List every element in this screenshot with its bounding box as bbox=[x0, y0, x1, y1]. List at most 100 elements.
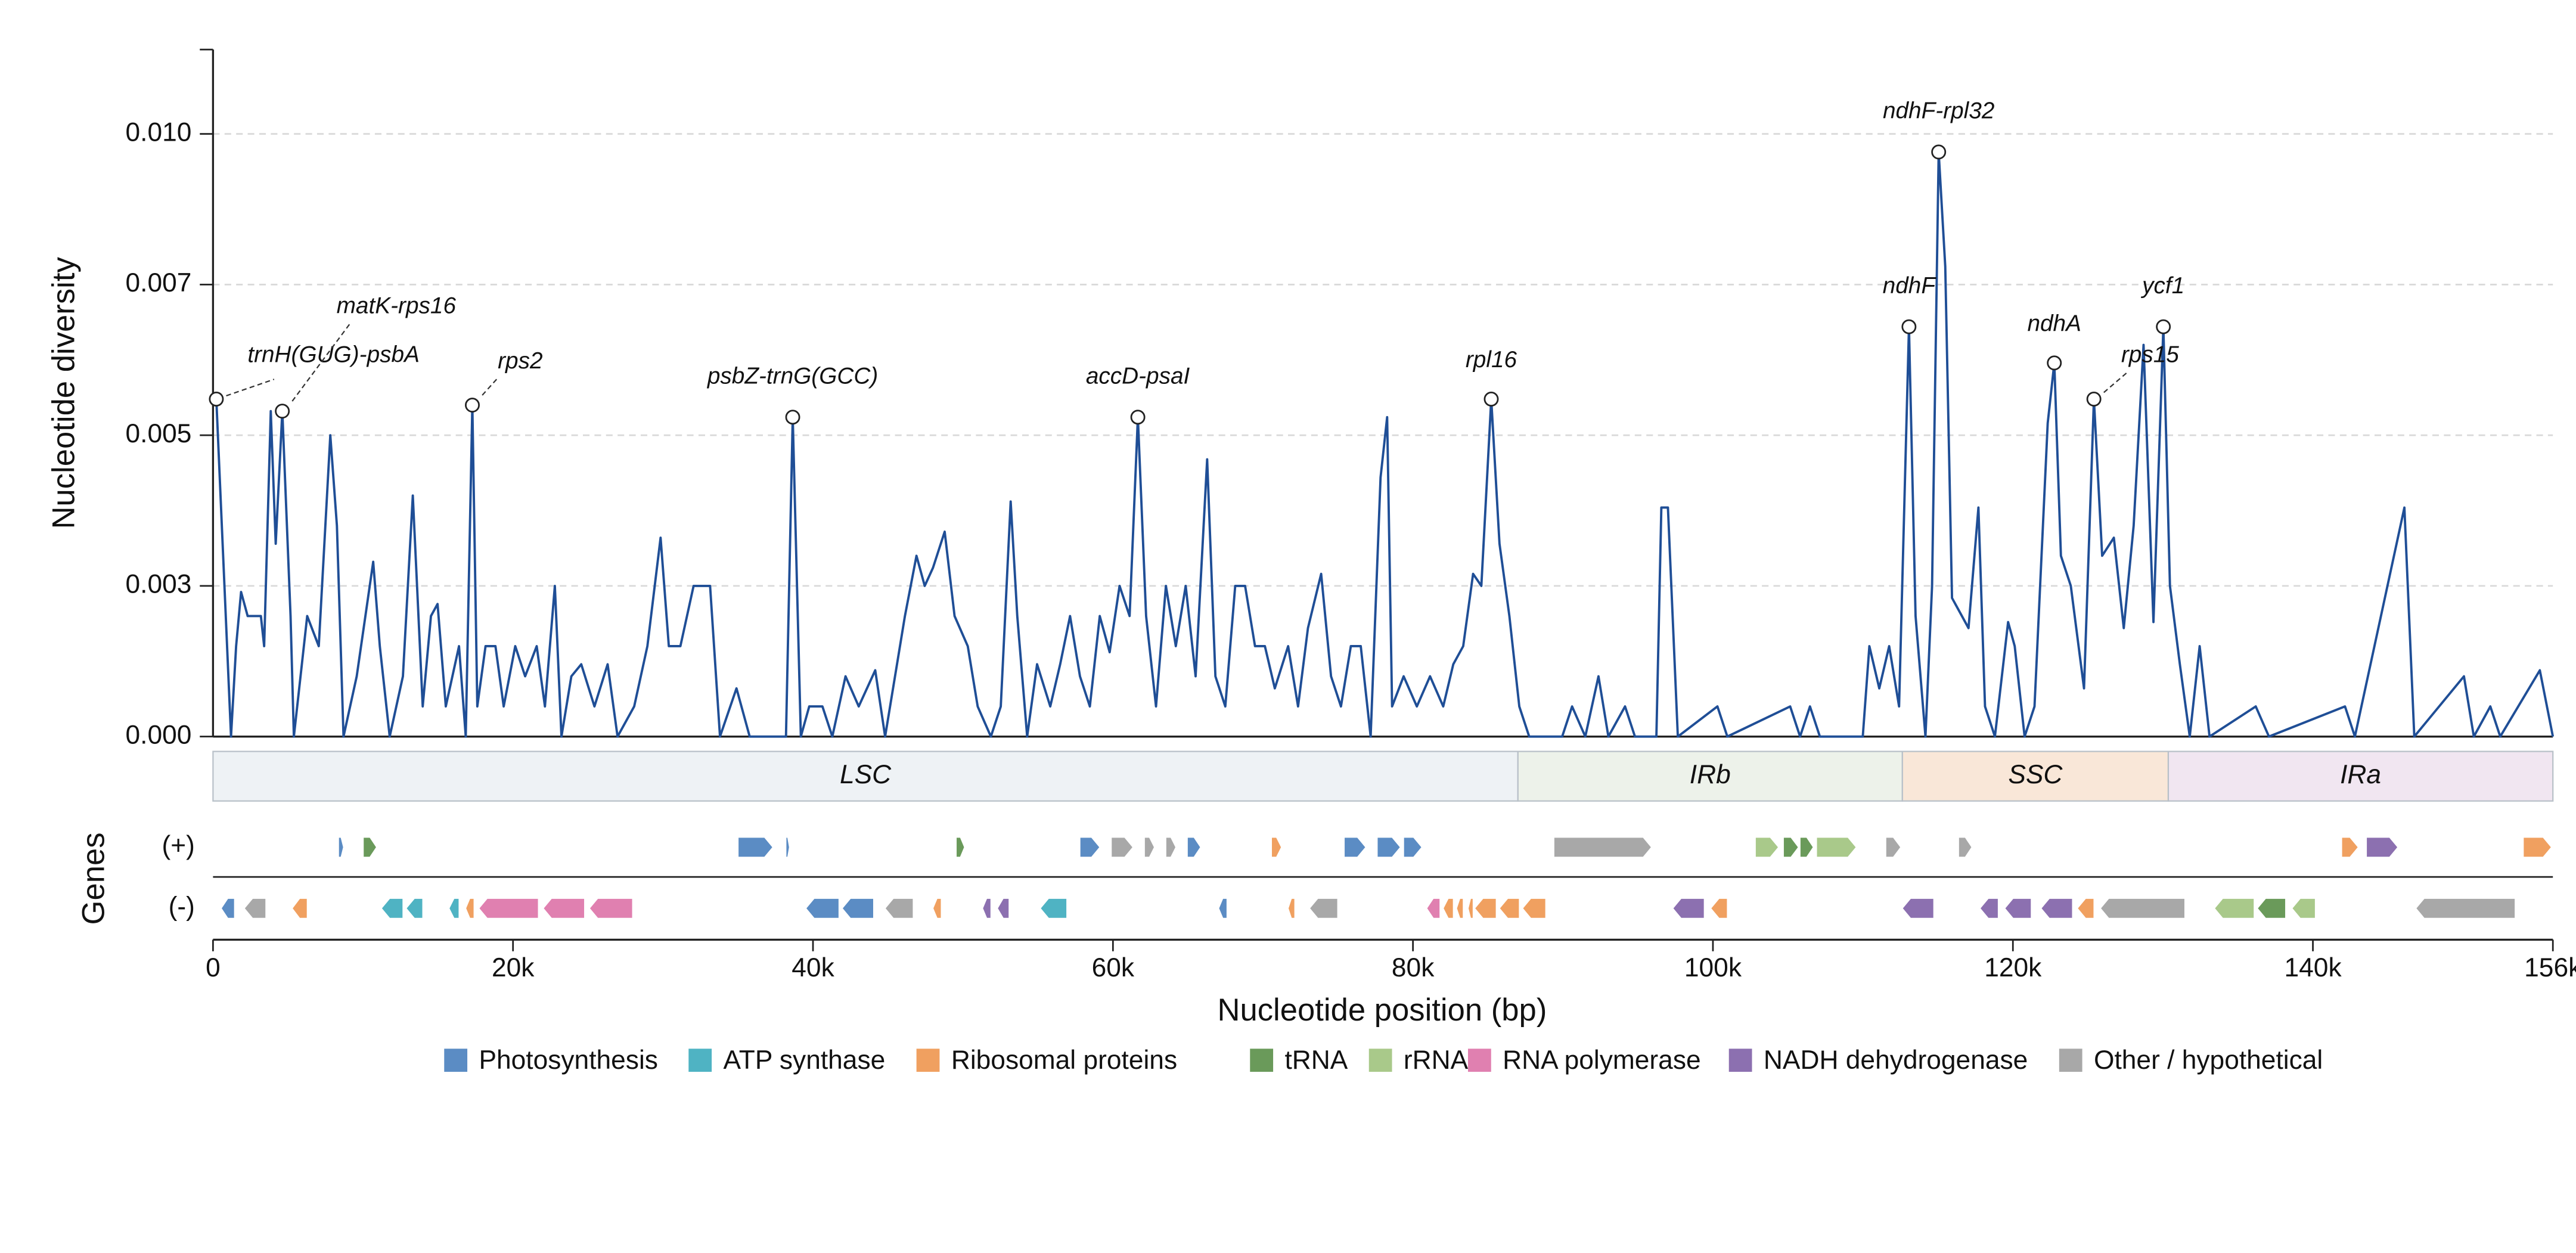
x-tick-label: 20k bbox=[492, 953, 535, 982]
annotation-marker bbox=[209, 392, 224, 407]
gene bbox=[589, 898, 633, 919]
x-tick-label: 80k bbox=[1392, 953, 1435, 982]
gene bbox=[362, 836, 377, 858]
gene bbox=[1901, 898, 1935, 919]
gene bbox=[1474, 898, 1497, 919]
annotation-marker bbox=[2047, 355, 2062, 371]
gene bbox=[955, 836, 965, 858]
annotation-marker bbox=[1931, 144, 1947, 160]
legend-label: rRNA bbox=[1404, 1046, 1469, 1075]
gene bbox=[478, 898, 539, 919]
gene bbox=[1958, 836, 1973, 858]
gene bbox=[1799, 836, 1814, 858]
y-tick-label: 0.005 bbox=[125, 419, 191, 448]
gene bbox=[2040, 898, 2073, 919]
annotation-marker bbox=[2086, 392, 2102, 407]
gene bbox=[1783, 836, 1799, 858]
gene bbox=[1039, 898, 1067, 919]
gene bbox=[884, 898, 914, 919]
gene bbox=[381, 898, 404, 919]
annotation-marker bbox=[275, 404, 290, 419]
gene bbox=[1672, 898, 1705, 919]
annotation-marker bbox=[1130, 410, 1146, 425]
gene bbox=[1144, 836, 1155, 858]
annotation-leader bbox=[482, 378, 498, 396]
gene bbox=[1377, 836, 1401, 858]
diversity-line bbox=[215, 151, 2555, 738]
legend-swatch bbox=[2059, 1049, 2082, 1072]
gene bbox=[1187, 836, 1202, 858]
gene bbox=[1522, 898, 1547, 919]
y-axis-label: Nucleotide diversity bbox=[46, 257, 82, 529]
minus-strand-label: (-) bbox=[169, 892, 195, 921]
gene bbox=[805, 898, 840, 919]
gene bbox=[982, 898, 992, 919]
region-band bbox=[2167, 750, 2554, 802]
gene bbox=[1309, 898, 1339, 919]
gene bbox=[1110, 836, 1134, 858]
plus-strand-label: (+) bbox=[162, 831, 195, 860]
gene bbox=[2291, 898, 2316, 919]
legend-label: tRNA bbox=[1284, 1046, 1348, 1075]
gene bbox=[244, 898, 266, 919]
gene bbox=[1403, 836, 1423, 858]
annotation-label: accD-psaI bbox=[1086, 364, 1190, 389]
annotation-leader bbox=[2103, 372, 2128, 393]
legend-swatch bbox=[1467, 1049, 1491, 1072]
x-tick-label: 120k bbox=[1984, 953, 2042, 982]
region-label: LSC bbox=[840, 760, 892, 789]
gene bbox=[1553, 836, 1652, 858]
y-tick-label: 0.007 bbox=[125, 268, 191, 297]
region-band bbox=[1517, 750, 1903, 802]
y-tick-label: 0.000 bbox=[125, 720, 191, 749]
annotation-label: rps15 bbox=[2121, 342, 2179, 368]
annotation-label: ndhF bbox=[1883, 273, 1937, 299]
gene bbox=[1442, 898, 1454, 919]
annotation-leader bbox=[226, 379, 275, 397]
track-label: Genes bbox=[76, 832, 111, 925]
gene bbox=[2366, 836, 2398, 858]
x-tick-label: 140k bbox=[2285, 953, 2342, 982]
gene bbox=[405, 898, 423, 919]
annotation-label: ndhA bbox=[2027, 311, 2081, 336]
gene bbox=[1218, 898, 1228, 919]
gene bbox=[1885, 836, 1901, 858]
gene bbox=[338, 836, 344, 858]
gene bbox=[786, 836, 790, 858]
gene bbox=[448, 898, 460, 919]
gene bbox=[1710, 898, 1728, 919]
x-tick-label: 0 bbox=[206, 953, 221, 982]
legend-swatch bbox=[1728, 1049, 1752, 1072]
gene bbox=[1979, 898, 1999, 919]
gene bbox=[1467, 898, 1474, 919]
gene bbox=[1165, 836, 1177, 858]
legend-label: Other / hypothetical bbox=[2094, 1046, 2323, 1075]
gene bbox=[2341, 836, 2359, 858]
annotation-marker bbox=[785, 410, 800, 425]
x-tick-label: 100k bbox=[1684, 953, 1742, 982]
x-axis-label: Nucleotide position (bp) bbox=[1217, 993, 1547, 1028]
annotation-label: rpl16 bbox=[1466, 347, 1517, 373]
annotation-marker bbox=[1901, 319, 1917, 334]
annotation-label: matK-rps16 bbox=[337, 293, 457, 318]
gene bbox=[465, 898, 474, 919]
gene bbox=[1498, 898, 1520, 919]
region-label: IRb bbox=[1690, 760, 1731, 789]
annotation-marker bbox=[1483, 392, 1499, 407]
gene bbox=[291, 898, 308, 919]
gene bbox=[2257, 898, 2286, 919]
legend-swatch bbox=[1368, 1049, 1392, 1072]
gene bbox=[1271, 836, 1282, 858]
y-tick-label: 0.003 bbox=[125, 570, 191, 599]
legend-label: Photosynthesis bbox=[479, 1046, 658, 1075]
gene bbox=[2100, 898, 2186, 919]
region-label: IRa bbox=[2340, 760, 2381, 789]
annotation-label: rps2 bbox=[498, 348, 542, 374]
region-band bbox=[212, 750, 1519, 802]
gene bbox=[1456, 898, 1464, 919]
annotation-marker bbox=[2156, 319, 2171, 334]
gene bbox=[2077, 898, 2094, 919]
gene bbox=[1816, 836, 1857, 858]
annotation-label: ycf1 bbox=[2140, 273, 2184, 299]
